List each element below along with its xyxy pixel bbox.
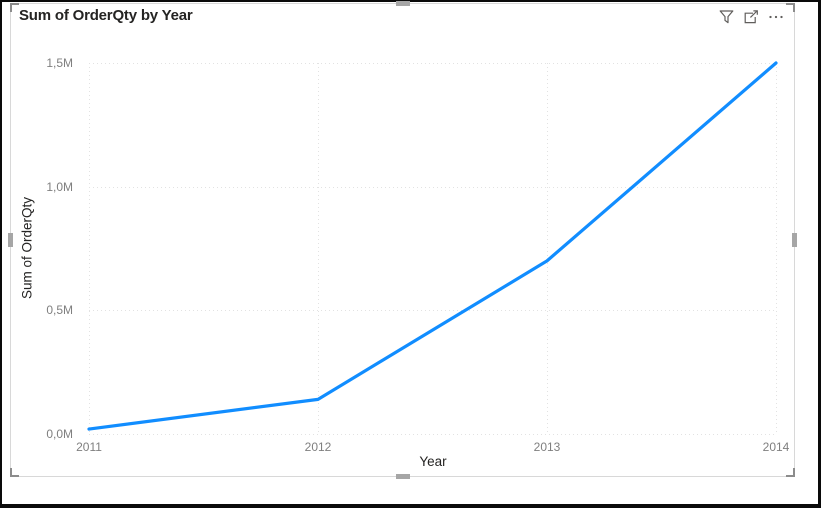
resize-handle-left[interactable] xyxy=(8,233,13,247)
y-axis-title: Sum of OrderQty xyxy=(19,196,35,300)
resize-handle-bottom-right[interactable] xyxy=(786,468,795,477)
y-axis-tick-label: 1,5M xyxy=(46,56,73,70)
filter-icon[interactable] xyxy=(718,9,734,25)
y-axis-tick-label: 0,0M xyxy=(46,427,73,441)
x-axis-tick-label: 2014 xyxy=(762,440,790,454)
visual-container[interactable]: Sum of OrderQty by Year 0,0M 0,5M 1,0M 1,5M… xyxy=(8,1,797,479)
x-axis-title: Year xyxy=(419,454,447,469)
resize-handle-top-right[interactable] xyxy=(786,3,795,12)
x-axis-tick-label: 2013 xyxy=(533,440,561,454)
visual-title: Sum of OrderQty by Year xyxy=(19,7,193,24)
y-axis-tick-label: 1,0M xyxy=(46,179,73,194)
y-axis-tick-label: 0,5M xyxy=(46,303,73,318)
x-axis-tick-label: 2011 xyxy=(76,440,102,454)
visual-header-toolbar xyxy=(718,9,784,25)
chart-svg xyxy=(87,61,778,435)
resize-handle-right[interactable] xyxy=(792,233,797,247)
focus-mode-icon[interactable] xyxy=(743,9,759,25)
x-axis-tick-label: 2012 xyxy=(304,440,332,454)
line-chart-plot[interactable]: 0,0M 0,5M 1,0M 1,5M 2011 2012 2013 2014 xyxy=(11,4,796,478)
resize-handle-top[interactable] xyxy=(395,1,410,6)
resize-handle-bottom-left[interactable] xyxy=(10,468,19,477)
data-line-sum-of-orderqty[interactable] xyxy=(87,61,778,431)
more-options-icon[interactable] xyxy=(768,9,784,25)
resize-handle-bottom[interactable] xyxy=(395,474,410,479)
resize-handle-top-left[interactable] xyxy=(10,3,19,12)
